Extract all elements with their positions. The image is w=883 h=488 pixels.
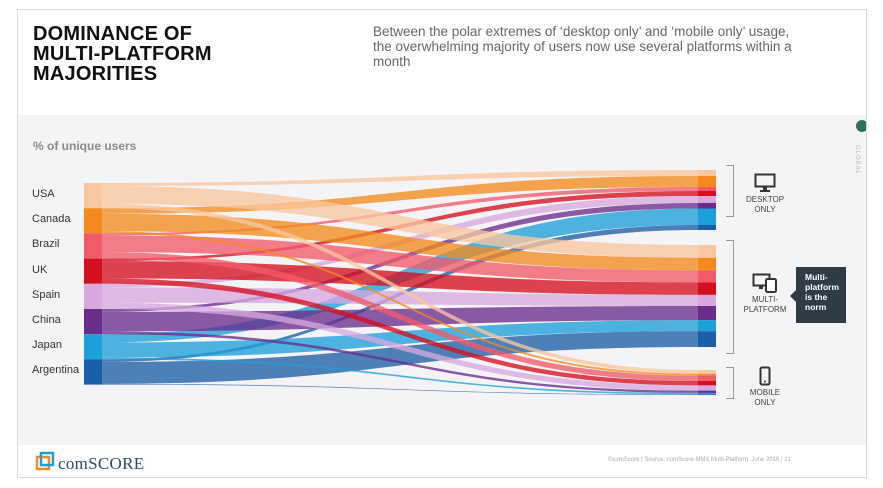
target-segment-china-2 [698,306,716,321]
source-node-argentina [84,359,102,385]
target-label-mobile: MOBILE ONLY [730,388,800,408]
target-segment-uk-1 [698,191,716,196]
target-segment-canada-2 [698,257,716,271]
flow-japan-to-target-3 [102,357,698,395]
chart-ylabel: % of unique users [33,139,137,153]
target-segment-japan-3 [698,392,716,395]
source-node-usa [84,183,102,209]
target-segment-china-3 [698,390,716,393]
callout-arrow [790,290,796,302]
callout-line-4: norm [805,302,827,312]
flow-spain-to-target-3 [102,302,698,391]
source-node-china [84,309,102,335]
flow-brazil-to-target-3 [102,252,698,382]
flow-canada-to-target-3 [102,231,698,376]
country-label-uk: UK [32,263,48,276]
callout-line-3: is the [805,292,828,302]
chart-area: % of unique users USA Canada Brazil UK Spain… [18,115,866,445]
target-mobile-line-2: ONLY [754,398,776,407]
target-segment-uk-3 [698,381,716,386]
flow-usa-to-target-1 [102,170,698,187]
source-node-uk [84,258,102,284]
target-segment-japan-2 [698,320,716,332]
source-node-japan [84,334,102,360]
flow-japan-to-target-2 [102,320,698,358]
source-node-spain [84,283,102,309]
target-segment-brazil-1 [698,187,716,191]
flow-usa-to-target-3 [102,203,698,374]
slide-title: DOMINANCE OF MULTI-PLATFORM MAJORITIES [33,24,293,84]
bracket-multi [726,240,734,354]
title-line-1: DOMINANCE OF [33,23,193,45]
target-label-multi: MULTI- PLATFORM [730,295,800,315]
multi-device-icon [752,273,777,293]
flow-brazil-to-target-1 [102,187,698,236]
slide-subtitle: Between the polar extremes of ‘desktop o… [373,24,792,69]
source-node-brazil [84,233,102,259]
target-multi-line-2: PLATFORM [743,305,787,314]
flow-argentina-to-target-2 [102,331,698,384]
target-segment-argentina-2 [698,331,716,347]
bracket-mobile [726,367,734,399]
target-segment-argentina-3 [698,394,716,395]
target-segment-spain-2 [698,294,716,307]
country-label-spain: Spain [32,288,61,301]
slide: DOMINANCE OF MULTI-PLATFORM MAJORITIES B… [17,9,867,478]
flow-argentina-to-target-3 [102,383,698,395]
comscore-logo-icon [35,451,55,471]
country-label-canada: Canada [32,213,71,226]
title-line-2: MULTI-PLATFORM [33,43,212,65]
target-segment-usa-3 [698,370,716,374]
country-label-usa: USA [32,188,55,200]
target-segment-spain-1 [698,196,716,203]
flow-usa-to-target-2 [102,186,698,258]
side-vertical-text: GLOBAL [854,145,860,176]
target-segment-canada-1 [698,176,716,187]
target-segment-japan-1 [698,208,716,225]
flow-china-to-target-3 [102,331,698,393]
source-node-canada [84,208,102,234]
target-segment-canada-3 [698,373,716,376]
target-multi-line-1: MULTI- [751,295,779,304]
footer-source: ©comScore | Source: comScore MMX Multi-P… [608,457,791,463]
flow-canada-to-target-2 [102,213,698,271]
target-segment-argentina-1 [698,225,716,230]
target-desktop-line-2: ONLY [754,205,776,214]
target-segment-spain-3 [698,385,716,391]
multiplatform-callout: Multi- platform is the norm [796,267,846,323]
monitor-icon [754,173,776,192]
flow-canada-to-target-1 [102,176,698,214]
target-segment-usa-1 [698,170,716,176]
target-desktop-line-1: DESKTOP [745,195,785,204]
callout-line-2: platform [805,282,839,292]
target-mobile-line-1: MOBILE [749,388,781,397]
target-segment-brazil-2 [698,270,716,283]
flow-uk-to-target-3 [102,278,698,386]
globe-icon [856,120,866,132]
callout-line-1: Multi- [805,272,828,282]
country-label-japan: Japan [32,339,62,352]
target-segment-china-1 [698,203,716,209]
target-label-desktop: DESKTOP ONLY [730,195,800,215]
sankey-links [102,170,698,395]
bracket-desktop [726,165,734,217]
target-segment-usa-2 [698,245,716,258]
phone-icon [759,366,771,386]
target-segment-brazil-3 [698,375,716,382]
title-line-3: MAJORITIES [33,63,158,85]
country-label-argentina: Argentina [32,364,80,377]
target-segment-uk-2 [698,282,716,295]
comscore-logo-text: comSCORE [58,454,145,473]
country-label-china: China [32,314,61,326]
country-label-brazil: Brazil [32,238,60,251]
sankey-chart [84,170,716,395]
